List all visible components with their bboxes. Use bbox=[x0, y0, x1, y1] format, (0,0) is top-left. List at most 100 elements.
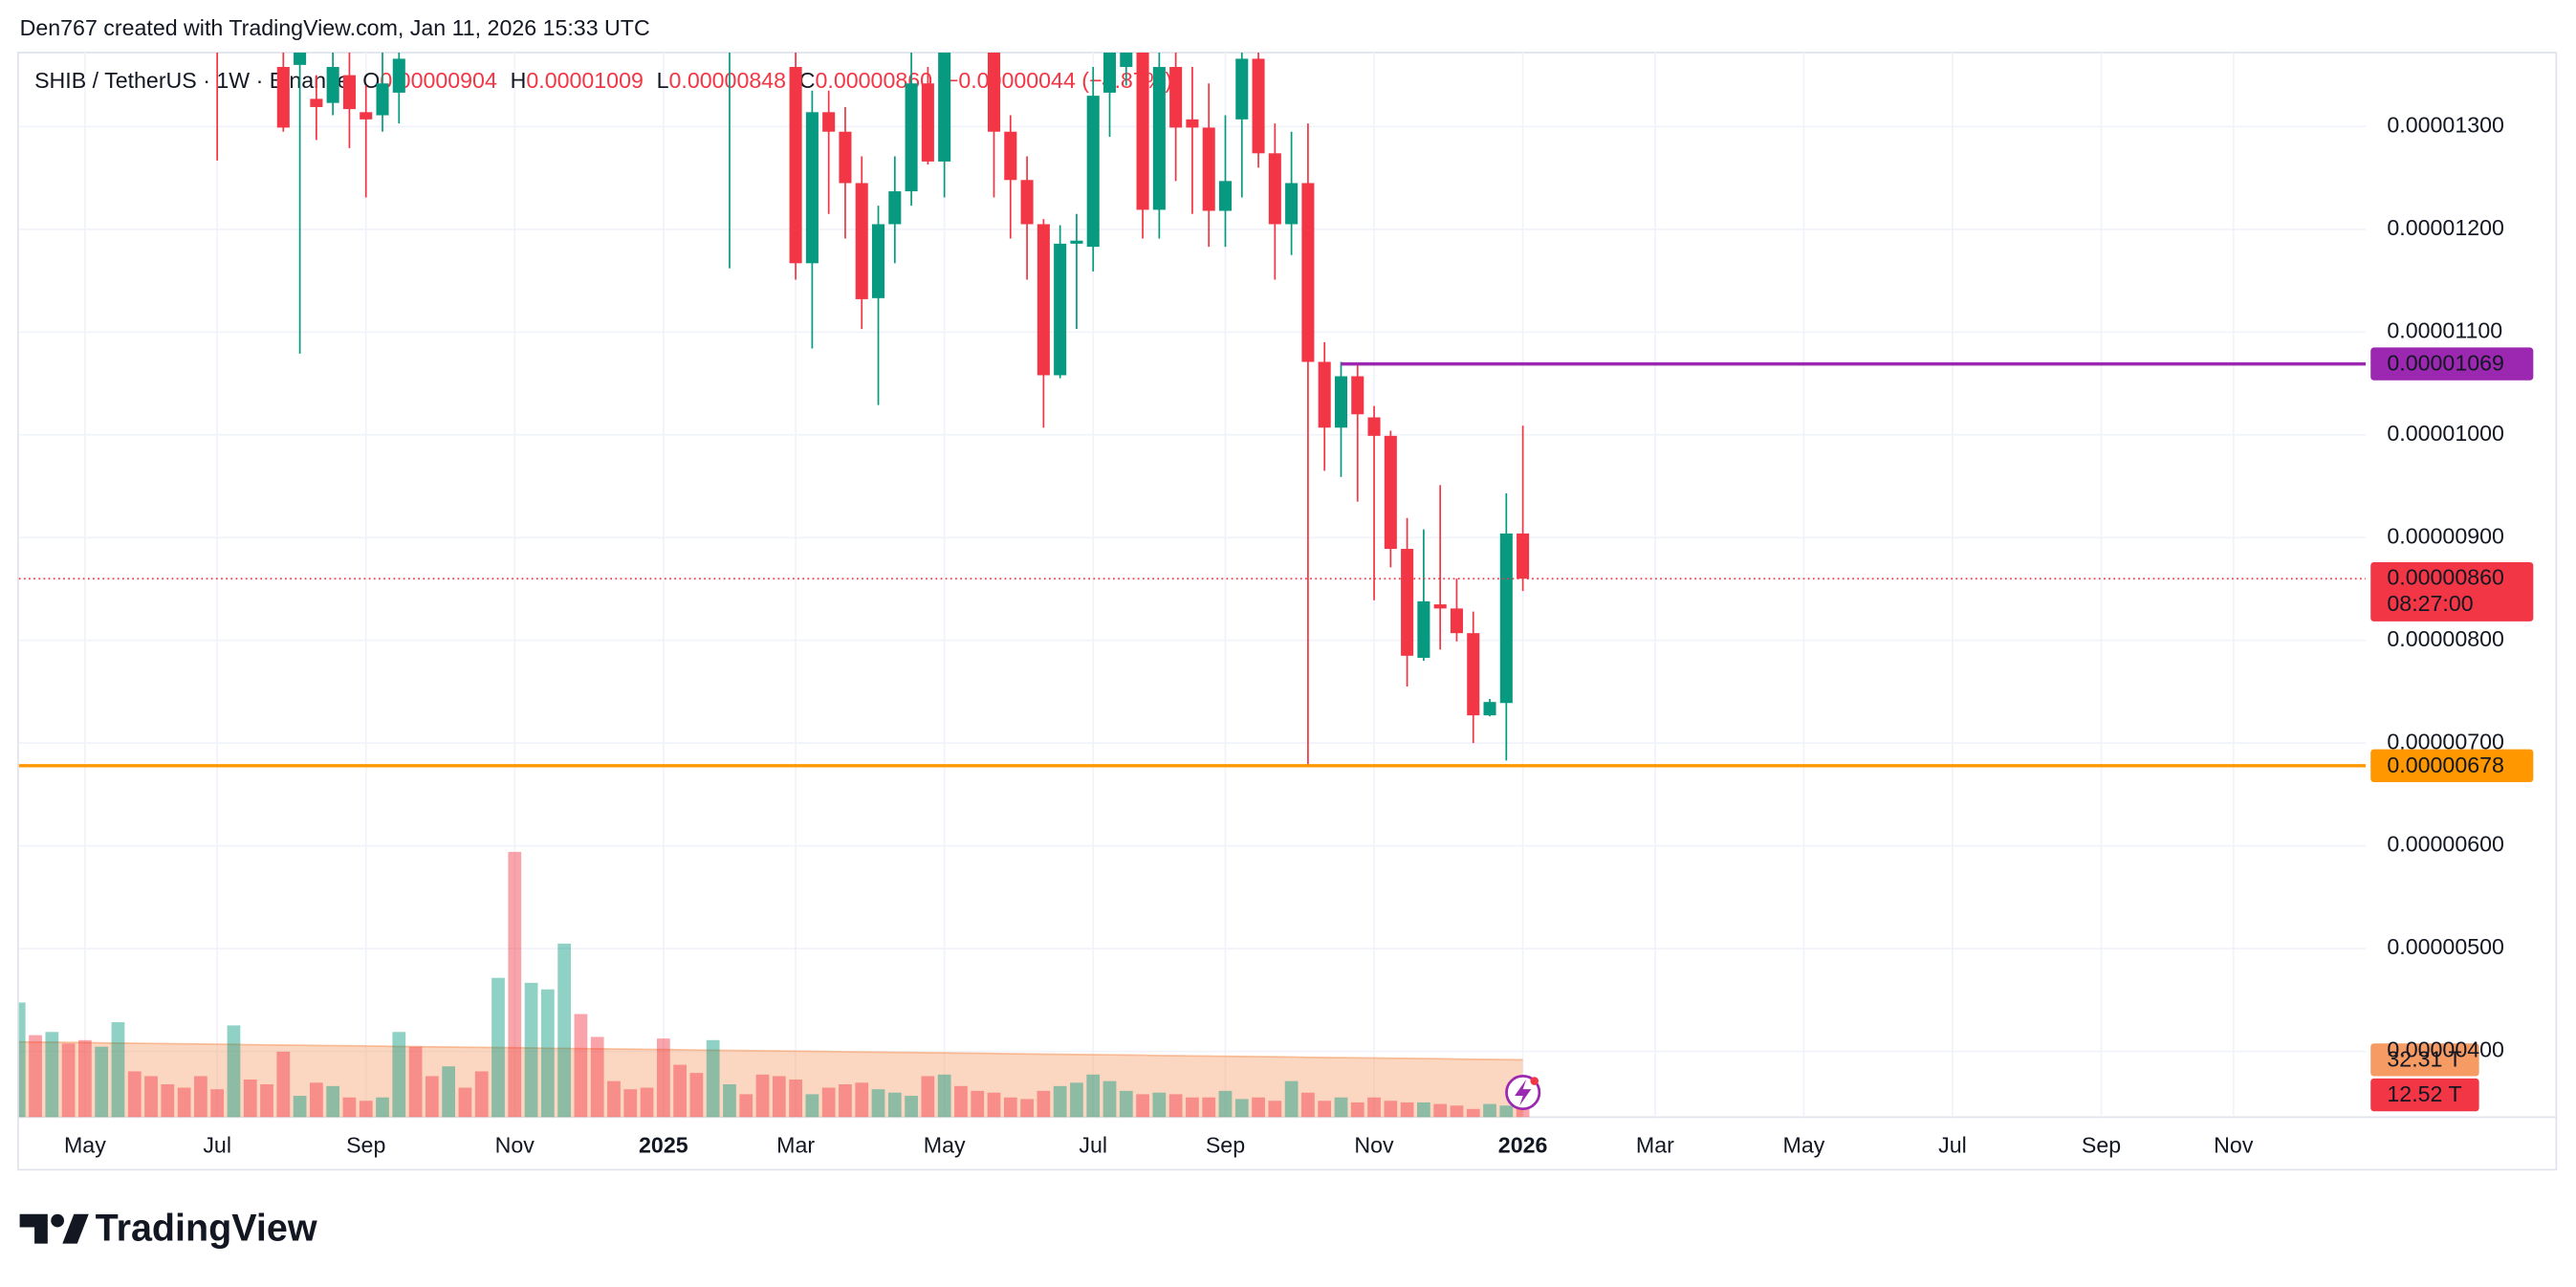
volume-bar bbox=[689, 1073, 704, 1118]
candle-body bbox=[1070, 240, 1083, 244]
price-label-box bbox=[2370, 749, 2534, 782]
volume-bar bbox=[772, 1076, 786, 1118]
volume-bar bbox=[590, 1036, 604, 1118]
volume-bar bbox=[276, 1051, 291, 1118]
x-tick-label: Jul bbox=[1938, 1132, 1967, 1157]
volume-bar bbox=[905, 1096, 918, 1118]
x-tick-label: Nov bbox=[495, 1132, 535, 1157]
candle-body bbox=[938, 52, 951, 162]
candle-body bbox=[1467, 633, 1480, 716]
grid bbox=[18, 52, 2367, 1118]
volume-bar bbox=[557, 943, 572, 1118]
volume-bar bbox=[144, 1076, 158, 1118]
volume-bar bbox=[442, 1066, 456, 1118]
volume-bar bbox=[1268, 1101, 1282, 1118]
y-tick-label: 0.00001000 bbox=[2387, 421, 2504, 446]
volume-bar bbox=[45, 1032, 59, 1118]
volume-bar bbox=[1252, 1097, 1265, 1118]
volume-label-box bbox=[2370, 1078, 2479, 1112]
legend-change: −0.00000044 (−4.87%) bbox=[946, 68, 1172, 93]
volume-bar bbox=[673, 1064, 687, 1118]
candle-body bbox=[1417, 600, 1430, 658]
volume-bar bbox=[987, 1092, 1001, 1118]
volume-bar bbox=[359, 1101, 373, 1118]
x-tick-label: Sep bbox=[2082, 1132, 2121, 1157]
last-price-box bbox=[2370, 562, 2534, 622]
volume-bar bbox=[78, 1039, 92, 1118]
volume-bar bbox=[376, 1097, 389, 1118]
candle-body bbox=[905, 83, 918, 192]
volume-bar bbox=[805, 1094, 819, 1118]
y-tick-label: 0.00001300 bbox=[2387, 112, 2504, 137]
volume-bar bbox=[194, 1076, 207, 1118]
legend-key: C bbox=[799, 68, 816, 93]
volume-bar bbox=[540, 989, 555, 1118]
candle-body bbox=[789, 67, 802, 264]
volume-bar bbox=[1202, 1097, 1216, 1118]
volume-bar bbox=[29, 1035, 42, 1118]
candle-body bbox=[805, 112, 819, 264]
legend-key: O bbox=[362, 68, 380, 93]
volume-bar bbox=[326, 1085, 340, 1118]
x-tick-label: 2026 bbox=[1498, 1132, 1548, 1157]
volume-bar bbox=[1301, 1092, 1315, 1118]
volume-bar bbox=[1417, 1102, 1430, 1118]
volume-bar bbox=[1367, 1097, 1381, 1118]
x-tick-label: May bbox=[924, 1132, 966, 1157]
volume-bar bbox=[723, 1084, 736, 1118]
candle-body bbox=[360, 112, 373, 120]
y-tick-label: 0.00000500 bbox=[2387, 934, 2504, 959]
candle-body bbox=[1054, 243, 1067, 376]
volume-bar bbox=[1136, 1094, 1149, 1118]
volume-bar bbox=[95, 1046, 109, 1118]
legend-key: L bbox=[657, 68, 669, 93]
volume-bar bbox=[640, 1087, 654, 1118]
legend-value: 0.00000848 bbox=[669, 68, 787, 93]
volume-bar bbox=[260, 1084, 273, 1118]
header-text: Den767 created with TradingView.com, Jan… bbox=[20, 15, 650, 40]
candle-body bbox=[1186, 119, 1199, 128]
countdown-label: 08:27:00 bbox=[2387, 591, 2473, 616]
x-tick-label: Sep bbox=[1206, 1132, 1245, 1157]
y-tick-label: 0.00000400 bbox=[2387, 1037, 2504, 1062]
candle-body bbox=[1202, 127, 1215, 211]
x-tick-label: May bbox=[1783, 1132, 1825, 1157]
volume-bar bbox=[408, 1046, 423, 1118]
x-tick-label: Nov bbox=[2214, 1132, 2254, 1157]
volume-bar bbox=[458, 1087, 472, 1118]
volume-bar bbox=[309, 1082, 323, 1118]
candle-body bbox=[1136, 52, 1149, 210]
volume-bar bbox=[1499, 1105, 1514, 1118]
volume-bar bbox=[508, 851, 522, 1118]
candle-body bbox=[1285, 183, 1299, 225]
volume-bar bbox=[1218, 1090, 1233, 1118]
volume-bar bbox=[789, 1079, 802, 1118]
volume-bar bbox=[1284, 1080, 1299, 1118]
volume-bar bbox=[1186, 1097, 1199, 1118]
volume-bar bbox=[127, 1071, 142, 1118]
volume-bar bbox=[921, 1076, 935, 1118]
candle-body bbox=[871, 224, 885, 298]
candle-body bbox=[888, 191, 902, 225]
volume-bar bbox=[1466, 1108, 1480, 1118]
legend-key: H bbox=[511, 68, 527, 93]
candle-body bbox=[1351, 376, 1364, 415]
volume-ma-area bbox=[18, 1041, 1523, 1118]
volume-bar bbox=[937, 1074, 951, 1118]
candle-body bbox=[987, 52, 1001, 132]
candle-body bbox=[1086, 96, 1100, 248]
chart-frame bbox=[17, 52, 2558, 1171]
volume-bar bbox=[425, 1076, 439, 1118]
volume-bar bbox=[1384, 1101, 1398, 1118]
y-tick-label: 0.00000800 bbox=[2387, 626, 2504, 651]
volume-bar bbox=[1070, 1082, 1083, 1118]
candle-body bbox=[276, 67, 290, 128]
volume-bar bbox=[1334, 1097, 1348, 1118]
volume-bar bbox=[855, 1082, 869, 1118]
candle-body bbox=[294, 52, 307, 65]
volume-ma-label: 32.31 T bbox=[2387, 1046, 2461, 1071]
brand-logo: TradingView bbox=[19, 1207, 317, 1249]
candle-body bbox=[855, 183, 868, 299]
